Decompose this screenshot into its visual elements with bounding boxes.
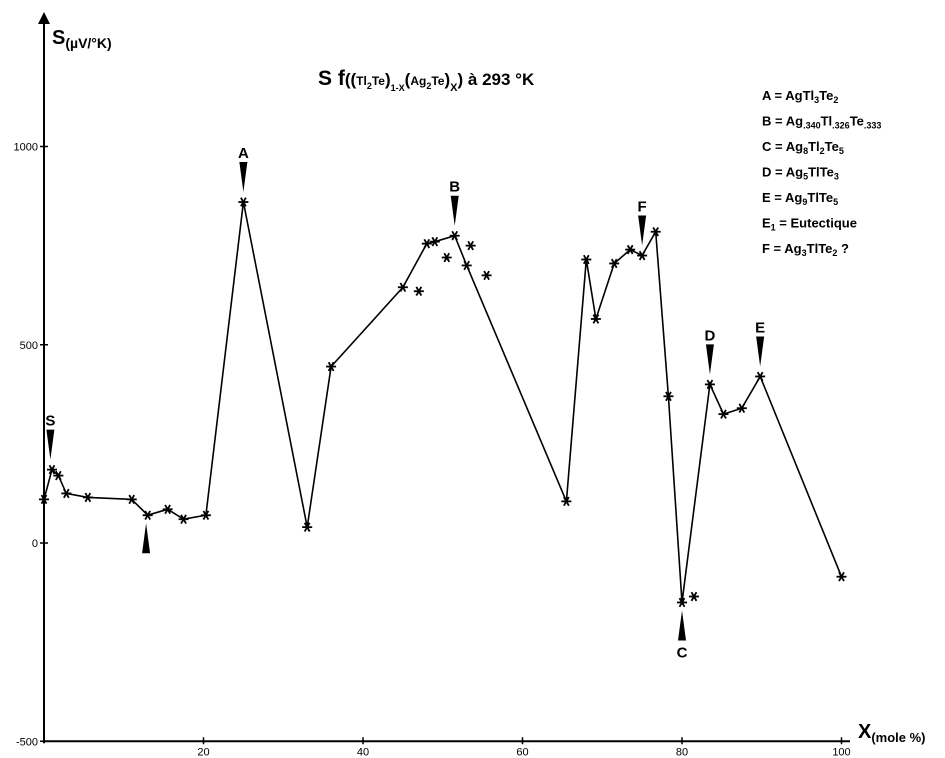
x-tick-label: 20 (197, 746, 209, 758)
pointer-marker (638, 215, 647, 246)
data-point (238, 197, 249, 207)
point-label: E (755, 319, 765, 336)
y-tick-label: -500 (16, 736, 38, 748)
data-point (461, 260, 472, 271)
x-axis-label: X(mole %) (858, 721, 926, 745)
point-label: S (45, 413, 55, 430)
data-point (663, 391, 674, 402)
data-point (421, 238, 432, 249)
legend-entry: A = AgTl3Te2 (762, 88, 838, 105)
legend-entry: F = Ag3TlTe2 ? (762, 241, 849, 258)
data-point (637, 250, 648, 261)
pointer-marker (46, 429, 55, 460)
data-point (413, 286, 424, 297)
pointer-marker (705, 344, 714, 375)
data-point (718, 409, 729, 419)
legend-entry: B = Ag.340Tl.326Te.333 (762, 114, 881, 131)
data-point (53, 470, 64, 481)
data-point (836, 571, 847, 582)
point-label: F (638, 199, 647, 216)
legend-entry: D = Ag5TlTe3 (762, 165, 839, 182)
chart-title: S f((Tl2Te)1-X(Ag2Te)X) à 293 °K (318, 67, 535, 94)
axes-layer: -500 0 500 1000 20 40 60 80 100 S(µV/°K) X(mole %)… (14, 12, 926, 758)
data-point (755, 371, 766, 382)
data-point (677, 597, 687, 608)
data-point (688, 591, 699, 602)
data-point (609, 258, 620, 269)
data-point (397, 282, 408, 293)
data-point (126, 494, 137, 505)
y-axis-label: S(µV/°K) (52, 27, 112, 51)
data-point (625, 244, 636, 255)
lines-layer (43, 201, 843, 603)
labels-layer: S A B F C D E (45, 145, 765, 661)
data-point (326, 361, 337, 372)
data-point (178, 514, 189, 525)
pointer-marker (142, 523, 151, 554)
data-point (650, 226, 661, 237)
data-point (465, 240, 476, 251)
point-label: A (238, 145, 249, 162)
point-label: D (704, 327, 715, 344)
data-point (441, 252, 452, 263)
data-point (449, 230, 460, 241)
x-tick-label: 40 (357, 746, 369, 758)
data-point (39, 494, 49, 505)
legend-entry: E1 = Eutectique (762, 216, 857, 233)
data-point (590, 314, 601, 324)
pointer-marker (756, 336, 765, 367)
x-tick-label: 100 (832, 746, 850, 758)
y-tick-label: 500 (20, 340, 38, 352)
pointer-marker (239, 162, 248, 193)
legend-entry: C = Ag8Tl2Te5 (762, 139, 844, 156)
data-point (82, 492, 93, 503)
y-tick-label: 1000 (14, 142, 38, 154)
points-layer (39, 197, 847, 608)
data-point (429, 236, 440, 247)
data-point (142, 510, 153, 521)
point-label: B (449, 179, 460, 196)
legend-layer: A = AgTl3Te2 B = Ag.340Tl.326Te.333 C = Ag… (762, 88, 881, 258)
y-tick-label: 0 (32, 538, 38, 550)
legend-entry: E = Ag9TlTe5 (762, 190, 838, 207)
data-point (581, 254, 592, 265)
data-point (162, 504, 173, 515)
point-label: C (677, 644, 688, 661)
pointer-marker (450, 195, 459, 226)
x-tick-label: 80 (676, 746, 688, 758)
data-point (46, 464, 57, 475)
data-point (302, 522, 313, 532)
series-line (43, 201, 843, 603)
pointer-marker (678, 610, 686, 641)
x-tick-label: 60 (516, 746, 528, 758)
data-point (481, 270, 492, 281)
data-point (61, 488, 72, 499)
data-point (704, 379, 715, 390)
data-point (736, 403, 747, 413)
data-point (200, 510, 211, 521)
data-point (561, 496, 572, 507)
